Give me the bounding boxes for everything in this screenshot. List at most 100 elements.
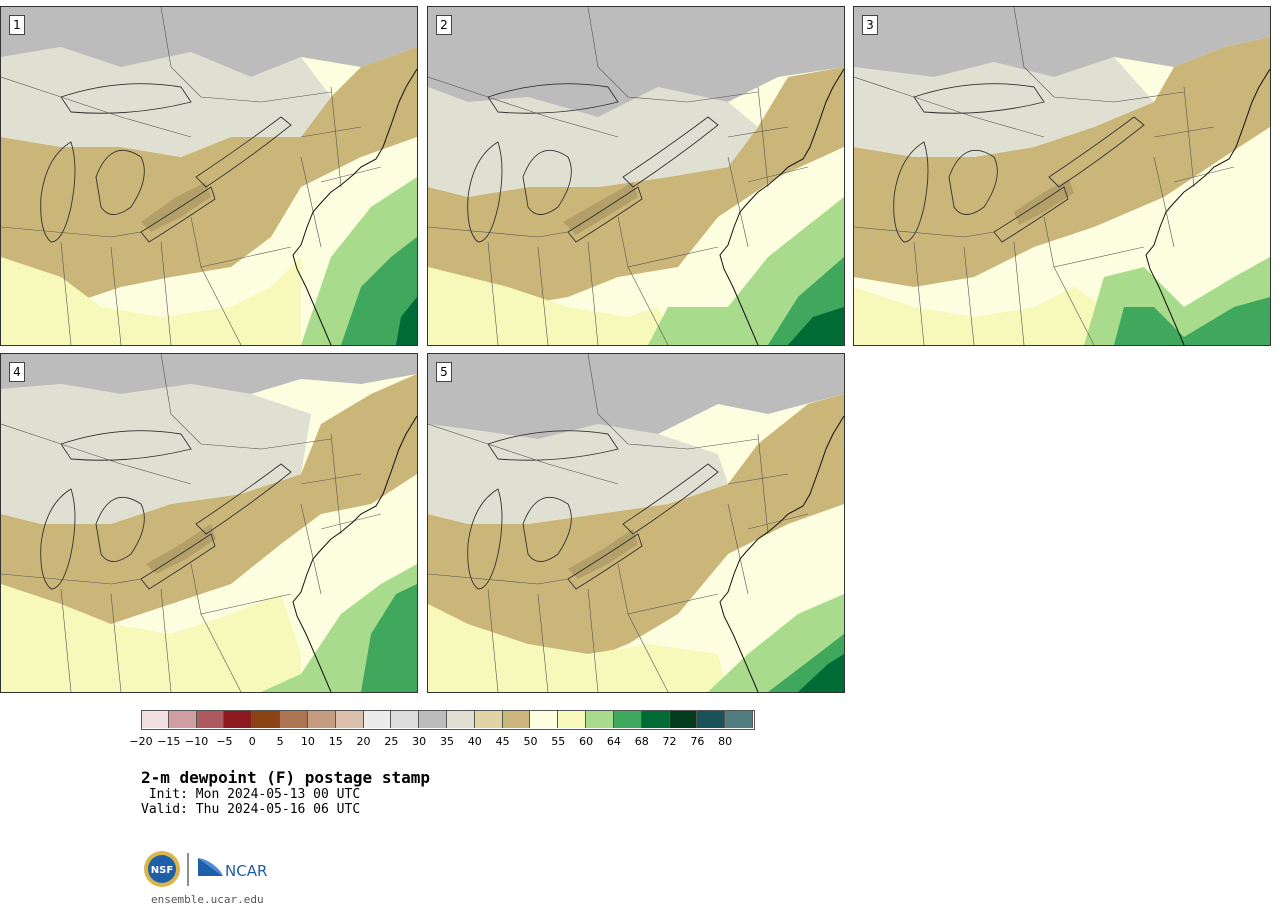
dewpoint-green-zone: [361, 584, 417, 692]
dewpoint-55-zone: [854, 287, 1114, 345]
map-panel-4: 4: [0, 353, 418, 693]
dewpoint-map-3: [854, 7, 1270, 345]
state-border: [60, 588, 72, 692]
state-border: [487, 588, 499, 692]
dewpoint-45-zone: [1, 47, 417, 307]
state-border: [1153, 126, 1215, 138]
colorbar-cell: [474, 710, 503, 728]
lake-outline: [195, 463, 292, 535]
dewpoint-brown-zone: [563, 182, 638, 235]
colorbar-tick-label: 35: [440, 735, 454, 748]
state-border: [963, 246, 975, 345]
state-border: [587, 241, 599, 345]
state-border: [320, 166, 382, 183]
ncar-logo-text: NCAR: [225, 862, 267, 880]
state-border: [428, 573, 569, 585]
colorbar-cell: [280, 710, 308, 728]
colorbar-tick-label: −15: [157, 735, 181, 748]
colorbar-tick-label: 15: [328, 735, 343, 748]
lake-outline: [467, 141, 503, 243]
colorbar-tick-label: −5: [216, 735, 233, 748]
state-border: [1, 423, 192, 485]
colorbar-tick-label: 0: [248, 735, 256, 748]
lake-outline: [913, 83, 1045, 114]
dewpoint-45-zone: [428, 67, 844, 307]
coastline: [292, 415, 417, 692]
site-url: ensemble.ucar.edu: [151, 893, 264, 906]
lake-outline: [622, 116, 719, 188]
colorbar-tick-label: 20: [356, 735, 371, 748]
nsf-logo-text: NSF: [151, 865, 173, 876]
dewpoint-45-zone: [1, 374, 417, 624]
colorbar-tick-label: 76: [690, 735, 705, 748]
state-border: [200, 613, 242, 692]
dewpoint-brown-zone: [146, 524, 216, 574]
coastline: [719, 68, 844, 345]
lake-outline: [140, 533, 216, 590]
state-border: [1053, 266, 1095, 345]
state-border: [587, 354, 759, 450]
colorbar-cell: [530, 710, 559, 728]
state-border: [747, 166, 809, 183]
colorbar-cell: [586, 710, 614, 728]
state-border: [1, 226, 142, 238]
lake-outline: [95, 149, 145, 215]
state-border: [757, 433, 769, 535]
dewpoint-green-zone: [798, 654, 844, 692]
dewpoint-green-zone: [788, 307, 844, 345]
dewpoint-green-zone: [341, 237, 417, 345]
lake-outline: [522, 496, 572, 562]
colorbar-cell: [419, 710, 447, 728]
state-border: [330, 433, 342, 535]
state-border: [727, 126, 789, 138]
dewpoint-map-4: [1, 354, 417, 692]
colorbar-cell: [307, 710, 336, 728]
colorbar-cell: [391, 710, 420, 728]
colorbar-cell: [168, 710, 197, 728]
init-time: Init: Mon 2024-05-13 00 UTC: [141, 787, 361, 802]
lake-outline: [40, 141, 76, 243]
state-border: [627, 613, 669, 692]
colorbar-tick-label: 64: [606, 735, 621, 748]
state-border: [160, 588, 172, 692]
state-border: [60, 241, 72, 345]
dewpoint-35-zone: [1, 47, 331, 157]
state-border: [537, 593, 549, 692]
state-border: [428, 226, 569, 238]
colorbar-cell: [725, 710, 753, 728]
lake-outline: [60, 430, 192, 461]
state-border: [627, 266, 669, 345]
state-border: [1, 76, 192, 138]
colorbar-tick-label: 72: [662, 735, 677, 748]
colorbar-cell: [641, 710, 670, 728]
state-border: [200, 266, 242, 345]
dewpoint-green-zone: [1114, 297, 1270, 345]
colorbar-cell: [447, 710, 475, 728]
state-border: [1183, 86, 1195, 188]
colorbar-tick-label: 25: [384, 735, 399, 748]
coastline: [1145, 68, 1270, 345]
dewpoint-55-zone: [428, 267, 678, 345]
lake-outline: [1048, 116, 1145, 188]
state-border: [757, 86, 769, 188]
colorbar-cell: [224, 710, 253, 728]
dewpoint-55-zone: [1, 584, 301, 692]
map-panel-3: 3: [853, 6, 1271, 346]
lake-outline: [40, 488, 76, 590]
dewpoint-35-zone: [854, 57, 1154, 157]
colorbar-cell: [363, 710, 392, 728]
colorbar-tick-label: 80: [718, 735, 733, 748]
colorbar-tick-label: 60: [579, 735, 594, 748]
state-border: [300, 473, 362, 485]
dewpoint-45-zone: [428, 394, 844, 674]
lake-outline: [140, 186, 216, 243]
state-border: [854, 76, 1045, 138]
state-border: [300, 126, 362, 138]
dewpoint-30-zone: [1, 354, 417, 394]
state-border: [587, 588, 599, 692]
state-border: [1173, 166, 1235, 183]
colorbar-cell: [502, 710, 531, 728]
lake-outline: [487, 83, 619, 114]
colorbar-tick-label: 10: [300, 735, 315, 748]
state-border: [1013, 7, 1185, 103]
